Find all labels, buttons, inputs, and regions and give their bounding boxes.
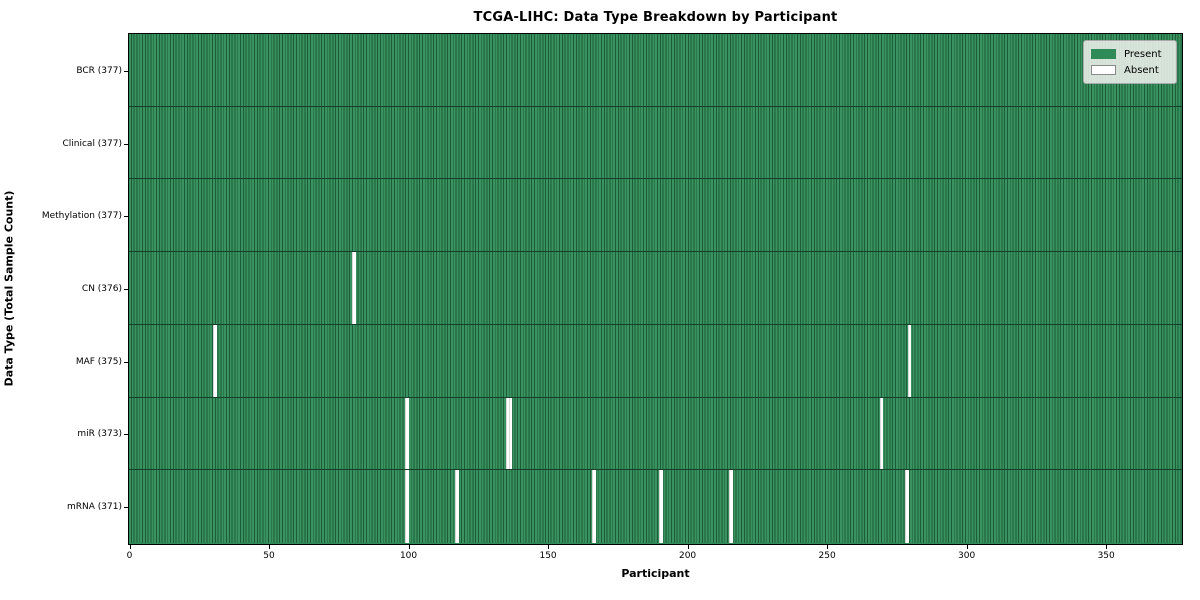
absent-cell <box>455 470 460 543</box>
x-tick <box>548 545 550 549</box>
x-tick <box>408 545 410 549</box>
x-tick-label-100: 100 <box>399 551 418 561</box>
absent-cell <box>907 324 912 397</box>
legend-item-present: Present <box>1091 46 1169 62</box>
absent-cell <box>212 324 217 397</box>
y-tick-label-Clinical: Clinical (377) <box>62 138 122 149</box>
heatmap-row-CN <box>129 252 1182 325</box>
absent-cell <box>659 470 663 543</box>
absent-cell <box>879 397 884 470</box>
x-tick-label-150: 150 <box>539 551 557 561</box>
absent-cell <box>904 470 909 543</box>
legend-item-absent: Absent <box>1091 62 1169 78</box>
y-tick <box>124 143 128 145</box>
y-tick-label-CN: CN (376) <box>81 284 122 294</box>
y-tick <box>124 70 128 72</box>
heatmap-row-miR <box>129 397 1182 471</box>
legend-label-present: Present <box>1124 48 1162 60</box>
x-tick <box>269 545 271 549</box>
y-tick-label-MAF: MAF (375) <box>75 356 122 367</box>
heatmap-row-mRNA <box>129 470 1182 543</box>
heatmap-row-BCR <box>129 34 1182 107</box>
y-tick <box>124 361 128 363</box>
y-tick-label-miR: miR (373) <box>77 429 122 440</box>
absent-cell <box>508 397 513 470</box>
x-axis-label: Participant <box>621 567 690 580</box>
legend: Present Absent <box>1083 40 1177 84</box>
x-tick-label-250: 250 <box>818 551 836 561</box>
absent-cell <box>352 252 357 324</box>
absent-cell <box>405 470 410 543</box>
legend-label-absent: Absent <box>1124 64 1159 76</box>
y-tick-label-Methylation: Methylation (377) <box>41 211 122 222</box>
x-tick <box>1106 545 1108 549</box>
y-tick-label-BCR: BCR (377) <box>76 65 122 76</box>
heatmap-row-MAF <box>129 324 1182 398</box>
x-tick-label-350: 350 <box>1097 551 1115 561</box>
y-tick <box>124 507 128 509</box>
x-tick-label-0: 0 <box>126 551 133 561</box>
heatmap-row-Methylation <box>129 179 1182 253</box>
x-tick-label-300: 300 <box>958 551 976 561</box>
y-tick <box>124 434 128 436</box>
absent-cell <box>592 470 596 543</box>
absent-cell <box>405 397 410 470</box>
y-tick <box>124 289 128 290</box>
chart-title: TCGA-LIHC: Data Type Breakdown by Partic… <box>473 10 838 25</box>
y-tick <box>124 216 128 218</box>
x-tick <box>966 545 968 549</box>
present-swatch-icon <box>1091 49 1116 59</box>
absent-cell <box>505 397 510 470</box>
plot-area <box>128 33 1183 545</box>
y-tick-label-mRNA: mRNA (371) <box>67 502 122 513</box>
x-tick-label-50: 50 <box>263 551 275 561</box>
heatmap-row-Clinical <box>129 106 1182 180</box>
x-tick-label-200: 200 <box>678 551 697 561</box>
x-tick <box>687 545 689 549</box>
absent-swatch-icon <box>1091 65 1116 75</box>
x-tick <box>827 545 829 549</box>
absent-cell <box>728 470 733 543</box>
x-tick <box>129 545 131 549</box>
